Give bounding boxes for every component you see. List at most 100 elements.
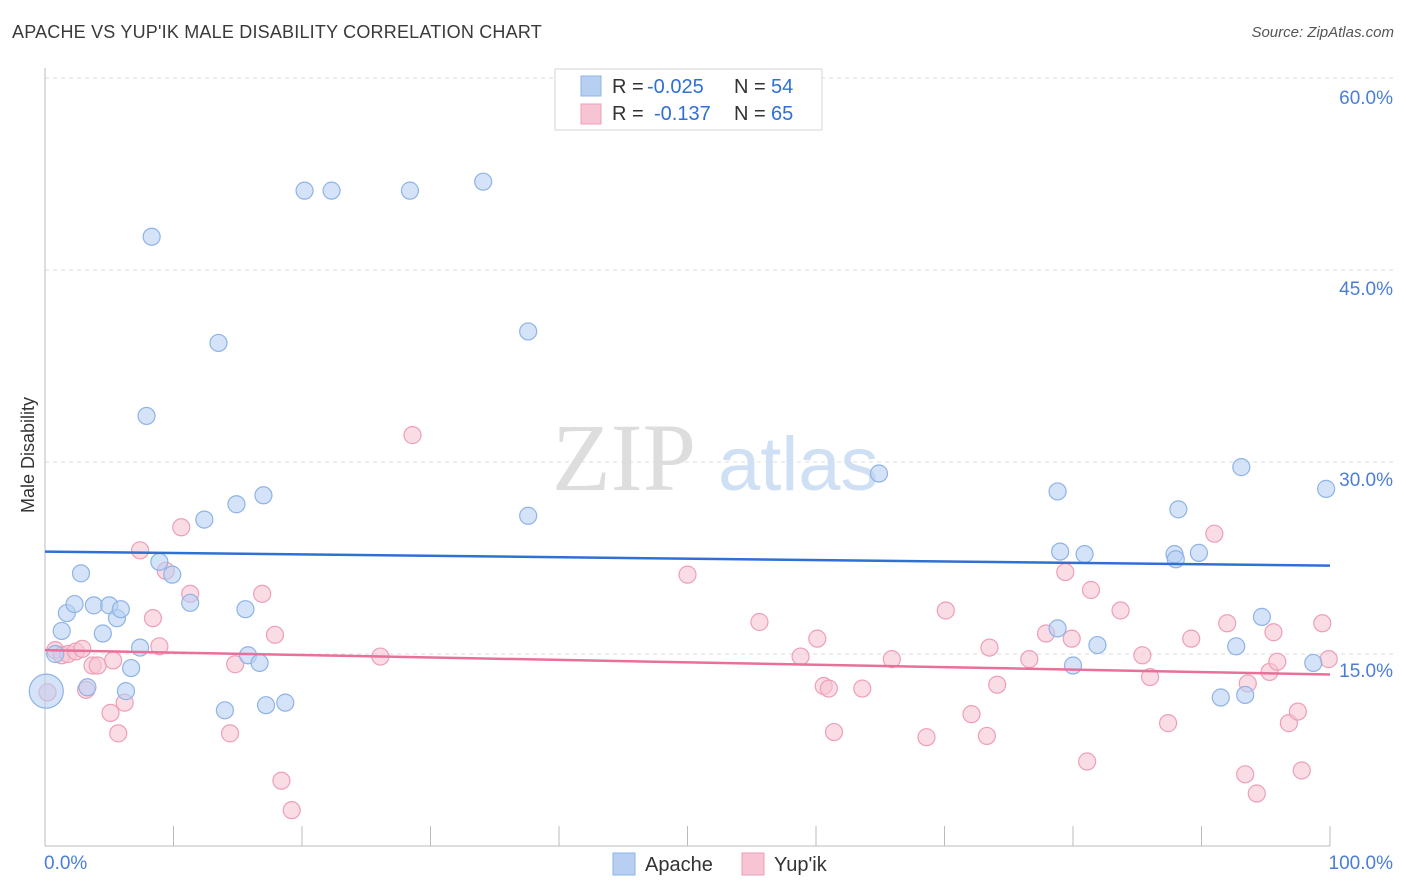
yupik-point [750,612,769,632]
yupik-point [88,656,107,675]
yupik-point [143,609,163,628]
trend-lines [44,550,1331,676]
apache-point [1048,482,1067,501]
apache-point [474,172,493,191]
apache-point [181,593,200,612]
apache-point [256,696,276,715]
apache-point [1051,542,1070,561]
legend-swatch-yupik [580,103,602,125]
yupik-trend-line [44,648,1331,676]
yupik-point [403,426,422,445]
y-tick-label-45: 45.0% [1339,279,1393,300]
yupik-point [253,584,272,603]
apache-point [111,600,130,619]
apache-point [71,564,91,583]
yupik-point [1081,580,1101,600]
legend-r-value-yupik: -0.137 [654,103,711,125]
yupik-point [819,679,838,698]
apache-point [322,181,341,200]
apache-point [163,565,182,584]
apache-point [137,406,156,426]
legend-n-value-apache: 54 [771,76,793,98]
apache-point [1211,688,1230,707]
bottom-legend-label-apache: Apache [645,854,713,876]
apache-point [1088,635,1107,655]
apache-point [254,486,273,505]
yupik-point [272,771,291,790]
apache-point [227,495,246,514]
legend-r-label-yupik: R = [612,103,644,125]
yupik-point [1288,702,1307,721]
yupik-point [808,629,827,648]
legend-box: R = -0.025 N = 54 R = -0.137 N = 65 [554,68,823,131]
yupik-point [220,724,240,743]
apache-point [195,510,214,529]
yupik-point [1020,650,1039,669]
yupik-point [1078,752,1097,771]
apache-point [519,506,538,525]
axes [44,68,1331,847]
y-axis-label: Male Disability [18,397,38,513]
yupik-point [1268,652,1287,671]
yupik-point [1062,629,1081,648]
yupik-point [1140,667,1160,687]
apache-point [1304,653,1323,673]
y-tick-label-60: 60.0% [1339,88,1393,109]
apache-point [130,638,150,657]
yupik-point [1133,646,1152,665]
apache-point [1252,607,1271,626]
yupik-point [980,638,999,657]
legend-n-value-yupik: 65 [771,103,793,125]
apache-point [46,644,65,664]
apache-point [869,464,889,483]
apache-point [116,682,136,701]
apache-point [1075,545,1094,564]
yupik-point [130,541,150,560]
apache-point [209,333,228,353]
apache-point [276,693,295,712]
yupik-point [265,625,285,644]
legend-r-label-apache: R = [612,76,644,98]
yupik-point [226,655,245,674]
yupik-point [936,601,955,620]
bottom-legend: Apache Yup'ik [612,852,828,876]
yupik-point [988,675,1007,694]
apache-point [93,624,112,643]
legend-r-value-apache: -0.025 [647,76,704,98]
apache-point [236,600,255,619]
yupik-point [1292,761,1311,780]
yupik-point [1247,784,1266,803]
apache-point [1227,637,1246,656]
yupik-point [678,565,697,584]
yupik-point [172,518,191,537]
apache-point [1236,685,1255,705]
yupik-point [853,679,872,698]
apache-point [142,227,161,246]
yupik-point [1236,765,1255,784]
apache-point [295,181,314,200]
apache-point [65,594,84,614]
apache-point [78,678,97,697]
legend-n-label-yupik: N = [734,103,766,125]
apache-point [150,552,169,571]
yupik-point [73,639,92,658]
yupik-point [962,705,981,724]
apache-point [52,621,71,641]
watermark-atlas: atlas [718,422,879,507]
chart-title: APACHE VS YUP'IK MALE DISABILITY CORRELA… [12,22,542,42]
apache-point [400,181,420,200]
bottom-legend-label-yupik: Yup'ik [774,854,828,876]
yupik-point [1313,614,1332,633]
apache-point [519,322,538,341]
legend-swatch-apache [580,75,602,97]
apache-point [121,658,141,678]
yupik-point [101,703,120,722]
yupik-point [1111,601,1130,620]
apache-point [215,701,234,720]
yupik-point [1264,623,1283,642]
data-points [28,172,1338,820]
apache-point [250,653,269,673]
yupik-point [882,650,901,669]
yupik-point [150,637,169,656]
